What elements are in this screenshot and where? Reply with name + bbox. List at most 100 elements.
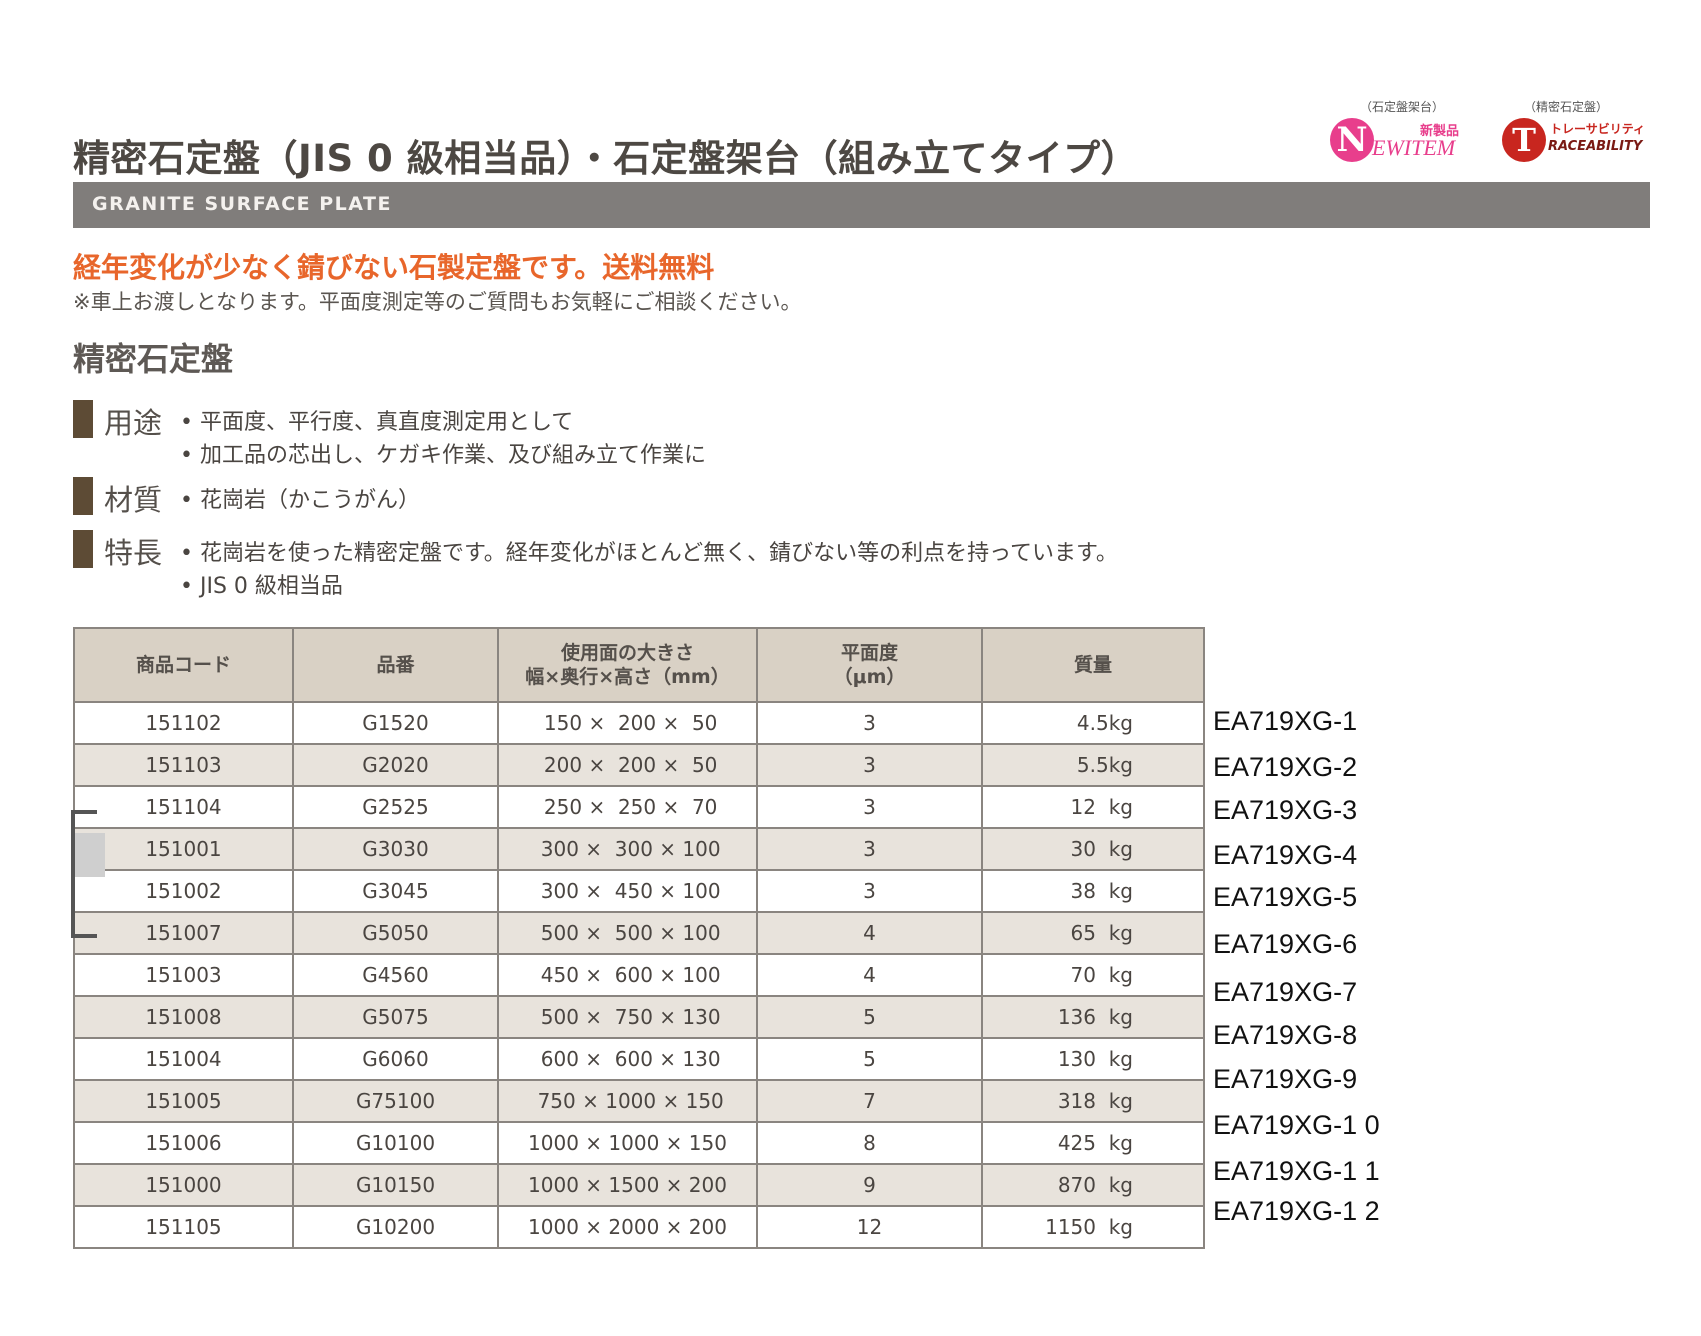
- new-item-badge-caption: （石定盤架台）: [1360, 100, 1445, 114]
- flatness-cell: 9: [756, 1163, 983, 1207]
- features-marker: [73, 530, 93, 568]
- traceability-badge-text: RACEABILITY: [1548, 139, 1643, 154]
- part-cell: G1520: [292, 701, 499, 745]
- section-heading: 精密石定盤: [73, 340, 234, 378]
- traceability-badge-caption: （精密石定盤）: [1524, 100, 1609, 114]
- ext-code: EA719XG-6: [1213, 929, 1358, 959]
- usage-marker: [73, 400, 93, 438]
- flatness-cell: 3: [756, 785, 983, 829]
- code-cell: 151008: [73, 995, 294, 1039]
- ext-code: EA719XG-3: [1213, 795, 1358, 825]
- mass-cell: 4.5kg: [981, 701, 1205, 745]
- code-cell: 151001: [73, 827, 294, 871]
- margin-tab: [75, 833, 105, 877]
- size-cell: 1000 × 1000 × 150: [497, 1121, 758, 1165]
- features-line-1: • 花崗岩を使った精密定盤です。経年変化がほとんど無く、錆びない等の利点を持って…: [180, 541, 1118, 566]
- title-band: [73, 182, 1650, 228]
- size-cell: 600 × 600 × 130: [497, 1037, 758, 1081]
- table-body: 151102 G1520 150 × 200 × 50 3 4.5kg 151103 G2…: [73, 701, 1205, 1249]
- spec-table: 商品コード 品番 使用面の大きさ 幅×奥行×高さ（mm） 平面度 （μm） 質量…: [73, 627, 1205, 1249]
- part-cell: G75100: [292, 1079, 499, 1123]
- mass-cell: 425 kg: [981, 1121, 1205, 1165]
- part-cell: G10100: [292, 1121, 499, 1165]
- header-flatness-line-2: （μm）: [833, 666, 906, 688]
- margin-bracket: [71, 810, 97, 938]
- size-cell: 450 × 600 × 100: [497, 953, 758, 997]
- ext-code: EA719XG-9: [1213, 1064, 1358, 1094]
- part-cell: G2525: [292, 785, 499, 829]
- page-title: 精密石定盤（JIS 0 級相当品）・石定盤架台（組み立てタイプ）: [73, 137, 1139, 180]
- mass-cell: 65 kg: [981, 911, 1205, 955]
- size-cell: 500 × 750 × 130: [497, 995, 758, 1039]
- new-item-badge-text: EWITEM: [1372, 135, 1456, 160]
- size-cell: 1000 × 2000 × 200: [497, 1205, 758, 1249]
- size-cell: 250 × 250 × 70: [497, 785, 758, 829]
- header-flatness-line-1: 平面度: [840, 642, 898, 664]
- table-row: 151105 G10200 1000 × 2000 × 200 12 1150 kg: [73, 1205, 1205, 1249]
- mass-cell: 1150 kg: [981, 1205, 1205, 1249]
- size-cell: 1000 × 1500 × 200: [497, 1163, 758, 1207]
- flatness-cell: 5: [756, 995, 983, 1039]
- usage-line-1: • 平面度、平行度、真直度測定用として: [180, 410, 574, 435]
- part-cell: G4560: [292, 953, 499, 997]
- code-cell: 151005: [73, 1079, 294, 1123]
- ext-code: EA719XG-5: [1213, 882, 1358, 912]
- usage-line-2: • 加工品の芯出し、ケガキ作業、及び組み立て作業に: [180, 443, 706, 468]
- table-row: 151003 G4560 450 × 600 × 100 4 70 kg: [73, 953, 1205, 997]
- header-code: 商品コード: [73, 627, 294, 703]
- code-cell: 151102: [73, 701, 294, 745]
- flatness-cell: 3: [756, 827, 983, 871]
- mass-cell: 318 kg: [981, 1079, 1205, 1123]
- table-row: 151008 G5075 500 × 750 × 130 5 136 kg: [73, 995, 1205, 1039]
- table-row: 151004 G6060 600 × 600 × 130 5 130 kg: [73, 1037, 1205, 1081]
- table-row: 151007 G5050 500 × 500 × 100 4 65 kg: [73, 911, 1205, 955]
- flatness-cell: 8: [756, 1121, 983, 1165]
- table-row: 151006 G10100 1000 × 1000 × 150 8 425 kg: [73, 1121, 1205, 1165]
- header-size: 使用面の大きさ 幅×奥行×高さ（mm）: [497, 627, 758, 703]
- mass-cell: 70 kg: [981, 953, 1205, 997]
- part-cell: G10200: [292, 1205, 499, 1249]
- code-cell: 151006: [73, 1121, 294, 1165]
- material-marker: [73, 477, 93, 515]
- catch-copy: 経年変化が少なく錆びない石製定盤です。送料無料: [73, 251, 715, 284]
- new-item-badge-letter: N: [1330, 118, 1374, 162]
- header-mass: 質量: [981, 627, 1205, 703]
- traceability-badge: （精密石定盤） T トレーサビリティ RACEABILITY: [1502, 98, 1652, 168]
- size-cell: 200 × 200 × 50: [497, 743, 758, 787]
- code-cell: 151000: [73, 1163, 294, 1207]
- mass-cell: 870 kg: [981, 1163, 1205, 1207]
- new-item-badge: （石定盤架台） N 新製品 EWITEM: [1330, 98, 1485, 168]
- mass-cell: 130 kg: [981, 1037, 1205, 1081]
- table-row: 151000 G10150 1000 × 1500 × 200 9 870 kg: [73, 1163, 1205, 1207]
- material-line-1: • 花崗岩（かこうがん）: [180, 488, 420, 513]
- ext-code: EA719XG-4: [1213, 840, 1358, 870]
- part-cell: G3045: [292, 869, 499, 913]
- table-row: 151102 G1520 150 × 200 × 50 3 4.5kg: [73, 701, 1205, 745]
- delivery-note: ※車上お渡しとなります。平面度測定等のご質問もお気軽にご相談ください。: [73, 290, 802, 314]
- code-cell: 151007: [73, 911, 294, 955]
- table-row: 151103 G2020 200 × 200 × 50 3 5.5kg: [73, 743, 1205, 787]
- code-cell: 151004: [73, 1037, 294, 1081]
- flatness-cell: 3: [756, 701, 983, 745]
- code-cell: 151003: [73, 953, 294, 997]
- table-header-row: 商品コード 品番 使用面の大きさ 幅×奥行×高さ（mm） 平面度 （μm） 質量: [73, 627, 1205, 703]
- part-cell: G10150: [292, 1163, 499, 1207]
- size-cell: 150 × 200 × 50: [497, 701, 758, 745]
- header-size-line-1: 使用面の大きさ: [560, 642, 694, 664]
- mass-cell: 38 kg: [981, 869, 1205, 913]
- ext-code: EA719XG-1 2: [1213, 1196, 1380, 1226]
- table-row: 151005 G75100 750 × 1000 × 150 7 318 kg: [73, 1079, 1205, 1123]
- size-cell: 300 × 450 × 100: [497, 869, 758, 913]
- ext-code: EA719XG-2: [1213, 752, 1358, 782]
- header-part: 品番: [292, 627, 499, 703]
- features-line-2: • JIS 0 級相当品: [180, 574, 343, 599]
- title-band-label: GRANITE SURFACE PLATE: [92, 193, 392, 215]
- header-size-line-2: 幅×奥行×高さ（mm）: [525, 666, 730, 688]
- ext-code: EA719XG-7: [1213, 977, 1358, 1007]
- table-row: 151002 G3045 300 × 450 × 100 3 38 kg: [73, 869, 1205, 913]
- ext-code: EA719XG-1: [1213, 706, 1358, 736]
- part-cell: G2020: [292, 743, 499, 787]
- traceability-badge-letter: T: [1502, 118, 1546, 162]
- part-cell: G5075: [292, 995, 499, 1039]
- mass-cell: 12 kg: [981, 785, 1205, 829]
